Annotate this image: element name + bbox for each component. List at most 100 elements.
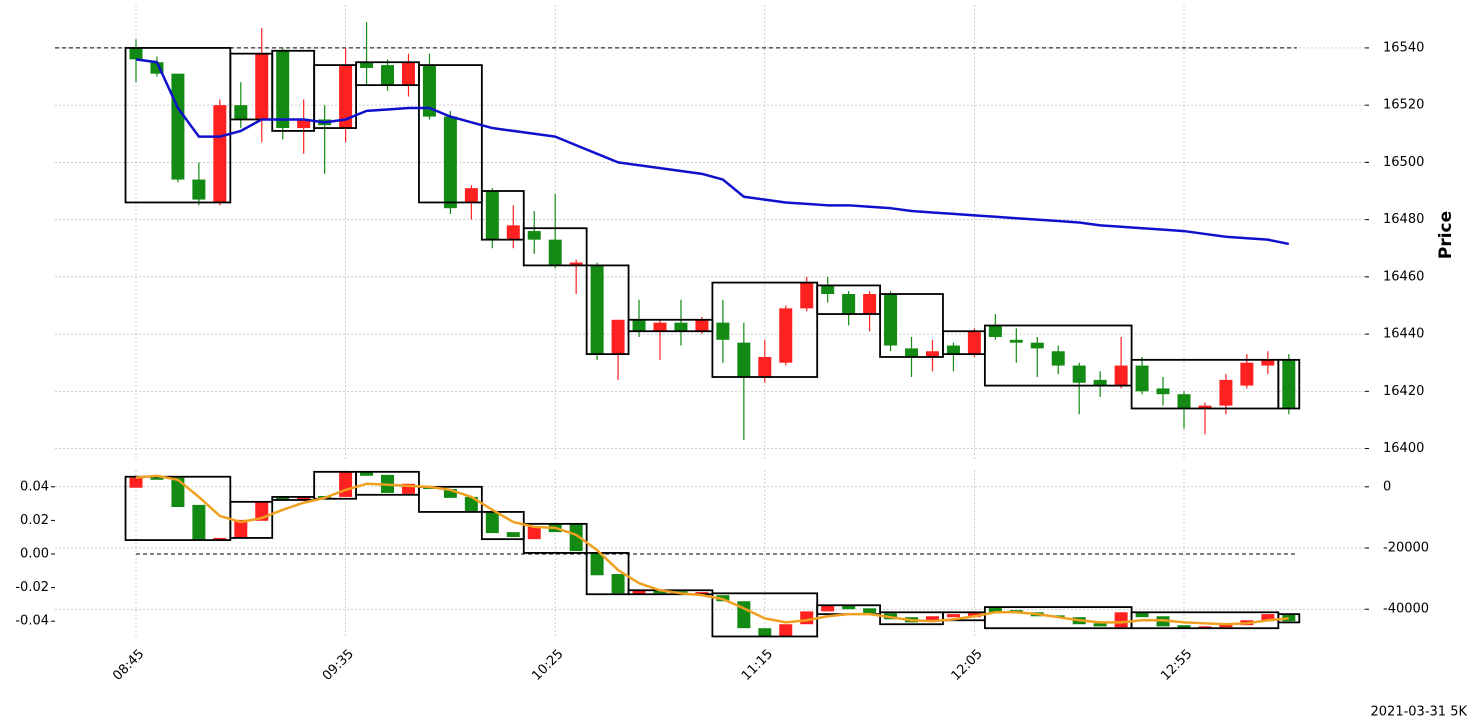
candle-body [213, 537, 227, 541]
zone-box [418, 64, 483, 204]
candle-body [527, 526, 541, 540]
candle-body [653, 590, 667, 594]
candle-body [129, 477, 143, 488]
line-series [135, 474, 1289, 626]
candle-body [1093, 623, 1107, 627]
candle-body [464, 188, 478, 203]
candle-body [695, 592, 709, 595]
y2-tick-label: 0 [1383, 479, 1391, 494]
zone-box [585, 552, 630, 596]
candle-body [234, 105, 248, 120]
y-tick-label: -0.04 [15, 614, 49, 629]
candle-body [863, 608, 877, 614]
candle-body [1198, 626, 1212, 629]
zone-box [418, 485, 483, 513]
y-tick-label: 0.00 [20, 547, 49, 562]
candle-body [255, 53, 269, 120]
candle-body [842, 294, 856, 315]
candle-body [925, 616, 939, 621]
y-tick-label: 16400 [1383, 441, 1424, 456]
candle-body [276, 50, 290, 129]
candle-body [842, 605, 856, 610]
y-tick-label: 16440 [1383, 327, 1424, 342]
y-tick-label: 16480 [1383, 212, 1424, 227]
candle-body [360, 471, 374, 476]
candle-body [758, 356, 772, 378]
candle-body [171, 477, 185, 508]
candle-body [1282, 359, 1296, 409]
candle-body [779, 624, 793, 637]
candle-body [1282, 614, 1296, 622]
candle-body [737, 342, 751, 378]
zone-box [1130, 358, 1280, 410]
candle-body [611, 319, 625, 355]
zone-box [355, 470, 420, 496]
line-series [135, 58, 1290, 246]
candle-body [590, 265, 604, 355]
candle-body [192, 504, 206, 541]
y-tick-label: 16540 [1383, 40, 1424, 55]
candle-body [905, 348, 919, 357]
zone-box [124, 47, 232, 204]
candle-body [611, 574, 625, 594]
x-tick-label: 12:55 [1158, 647, 1195, 684]
candle-body [925, 351, 939, 357]
candle-body [716, 322, 730, 340]
x-tick-label: 10:25 [529, 647, 566, 684]
candle-body [1030, 342, 1044, 349]
x-tick-label: 08:45 [110, 647, 147, 684]
candle-body [485, 511, 499, 534]
candle-body [758, 628, 772, 637]
candle-body [1219, 624, 1233, 628]
candle-body [1156, 388, 1170, 395]
candle-body [946, 614, 960, 618]
x-tick-label: 12:05 [949, 647, 986, 684]
candle-body [674, 322, 688, 332]
candle-body [1219, 379, 1233, 406]
candle-body [632, 590, 646, 595]
candle-body [297, 119, 311, 129]
candle-body [401, 62, 415, 86]
zone-box [711, 281, 819, 378]
candle-body [506, 225, 520, 240]
candle-body [653, 322, 667, 332]
zone-box [522, 227, 588, 267]
candle-body [988, 607, 1002, 613]
candle-body [967, 331, 981, 355]
x-tick-label: 11:15 [739, 647, 776, 684]
candle-body [1072, 365, 1086, 383]
candle-body [360, 62, 374, 68]
candle-body [1261, 359, 1275, 366]
candle-body [527, 231, 541, 240]
candle-body [1135, 365, 1149, 392]
candle-body [779, 308, 793, 363]
candle-body [213, 105, 227, 203]
candle-body [695, 319, 709, 332]
candle-body [150, 62, 164, 74]
candle-body [192, 179, 206, 200]
zone-box [983, 324, 1133, 387]
candle-body [863, 294, 877, 315]
x-tick-label: 09:35 [320, 647, 357, 684]
candle-body [1240, 362, 1254, 386]
candle-body [590, 552, 604, 576]
zone-box [522, 522, 588, 554]
candle-body [506, 532, 520, 538]
y-tick-label: 16420 [1383, 384, 1424, 399]
candle-body [1261, 614, 1275, 622]
candle-body [821, 605, 835, 612]
candle-body [1009, 339, 1023, 343]
candle-body [632, 319, 646, 332]
y-tick-label: 0.02 [20, 513, 49, 528]
zone-box [480, 190, 525, 241]
candle-body [800, 611, 814, 625]
zone-box [585, 264, 630, 356]
candle-body [1177, 394, 1191, 409]
candle-body [988, 325, 1002, 337]
candle-body [443, 488, 457, 498]
candle-body [1198, 405, 1212, 409]
y-tick-label: -0.02 [15, 580, 49, 595]
candle-body [150, 477, 164, 480]
y-tick-label: 16500 [1383, 155, 1424, 170]
